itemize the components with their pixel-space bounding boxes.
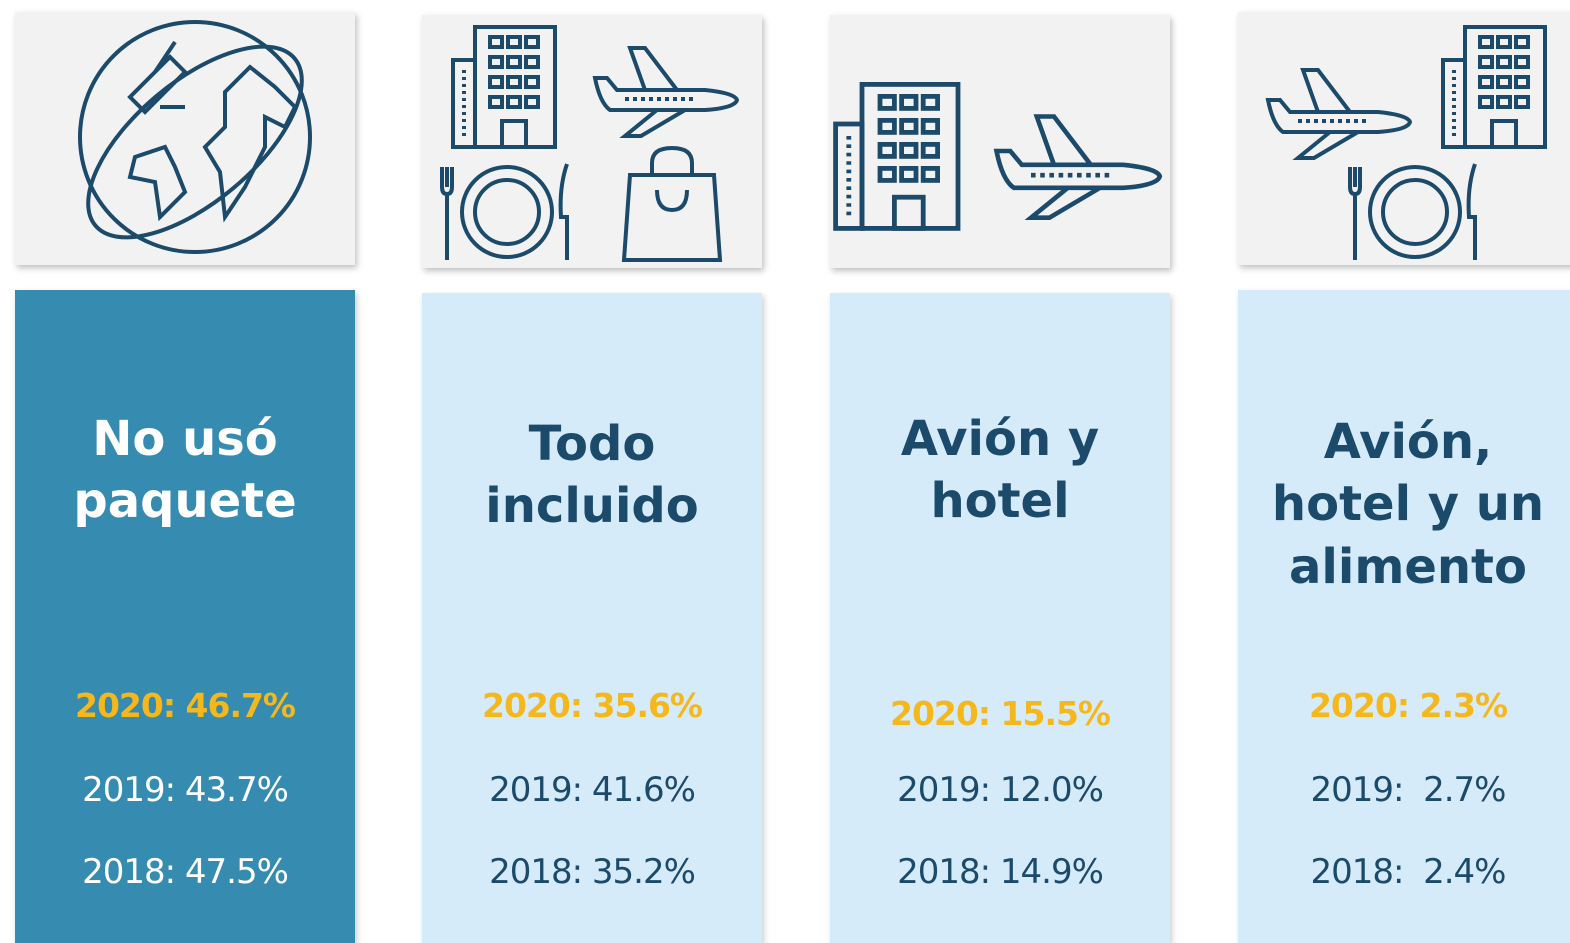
- stat: 2020: 46.7%: [74, 686, 296, 725]
- card-title: paquete: [73, 473, 297, 529]
- stat: 2019: 2.7%: [1310, 770, 1507, 810]
- stat: 2019: 12.0%: [897, 770, 1104, 810]
- stat: 2018: 35.2%: [489, 852, 696, 892]
- stat: 2020: 2.3%: [1308, 686, 1508, 725]
- stat: 2018: 14.9%: [897, 852, 1104, 892]
- card-title: alimento: [1289, 539, 1527, 595]
- bag-icon: [622, 146, 722, 262]
- stat: 2020: 35.6%: [481, 686, 703, 725]
- building-icon: [451, 25, 557, 149]
- card: Avión, hotel y un alimento 2020: 2.3% 2019: …: [1238, 290, 1570, 943]
- building-icon: [836, 84, 958, 228]
- card-title: No usó: [92, 411, 278, 467]
- card-title: Avión,: [1323, 414, 1493, 470]
- plate-icon: [1348, 162, 1477, 262]
- plane-icon: [997, 117, 1160, 218]
- plate-icon: [440, 162, 569, 262]
- icon-box: [830, 15, 1170, 268]
- card-title: Todo: [528, 416, 656, 472]
- plane-icon: [593, 46, 739, 138]
- card-title: hotel y un: [1271, 476, 1545, 532]
- card: No usó paquete 2020: 46.7% 2019: 43.7% 2018:…: [15, 290, 355, 943]
- card: Avión y hotel 2020: 15.5% 2019: 12.0% 2018: …: [830, 293, 1170, 943]
- stat: 2020: 15.5%: [889, 694, 1111, 733]
- card-title: incluido: [485, 478, 699, 534]
- icons: [54, 10, 1547, 274]
- stat: 2018: 47.5%: [82, 852, 289, 892]
- card-title: Avión y: [900, 411, 1100, 467]
- card: Todo incluido 2020: 35.6% 2019: 41.6% 2018: …: [422, 293, 762, 943]
- stat: 2019: 41.6%: [489, 770, 696, 810]
- card-title: hotel: [930, 473, 1070, 529]
- stat: 2018: 2.4%: [1310, 852, 1507, 892]
- globe-icon: [54, 10, 336, 274]
- plane-icon: [1266, 68, 1412, 160]
- building-icon: [1441, 25, 1547, 149]
- stat: 2019: 43.7%: [82, 770, 289, 810]
